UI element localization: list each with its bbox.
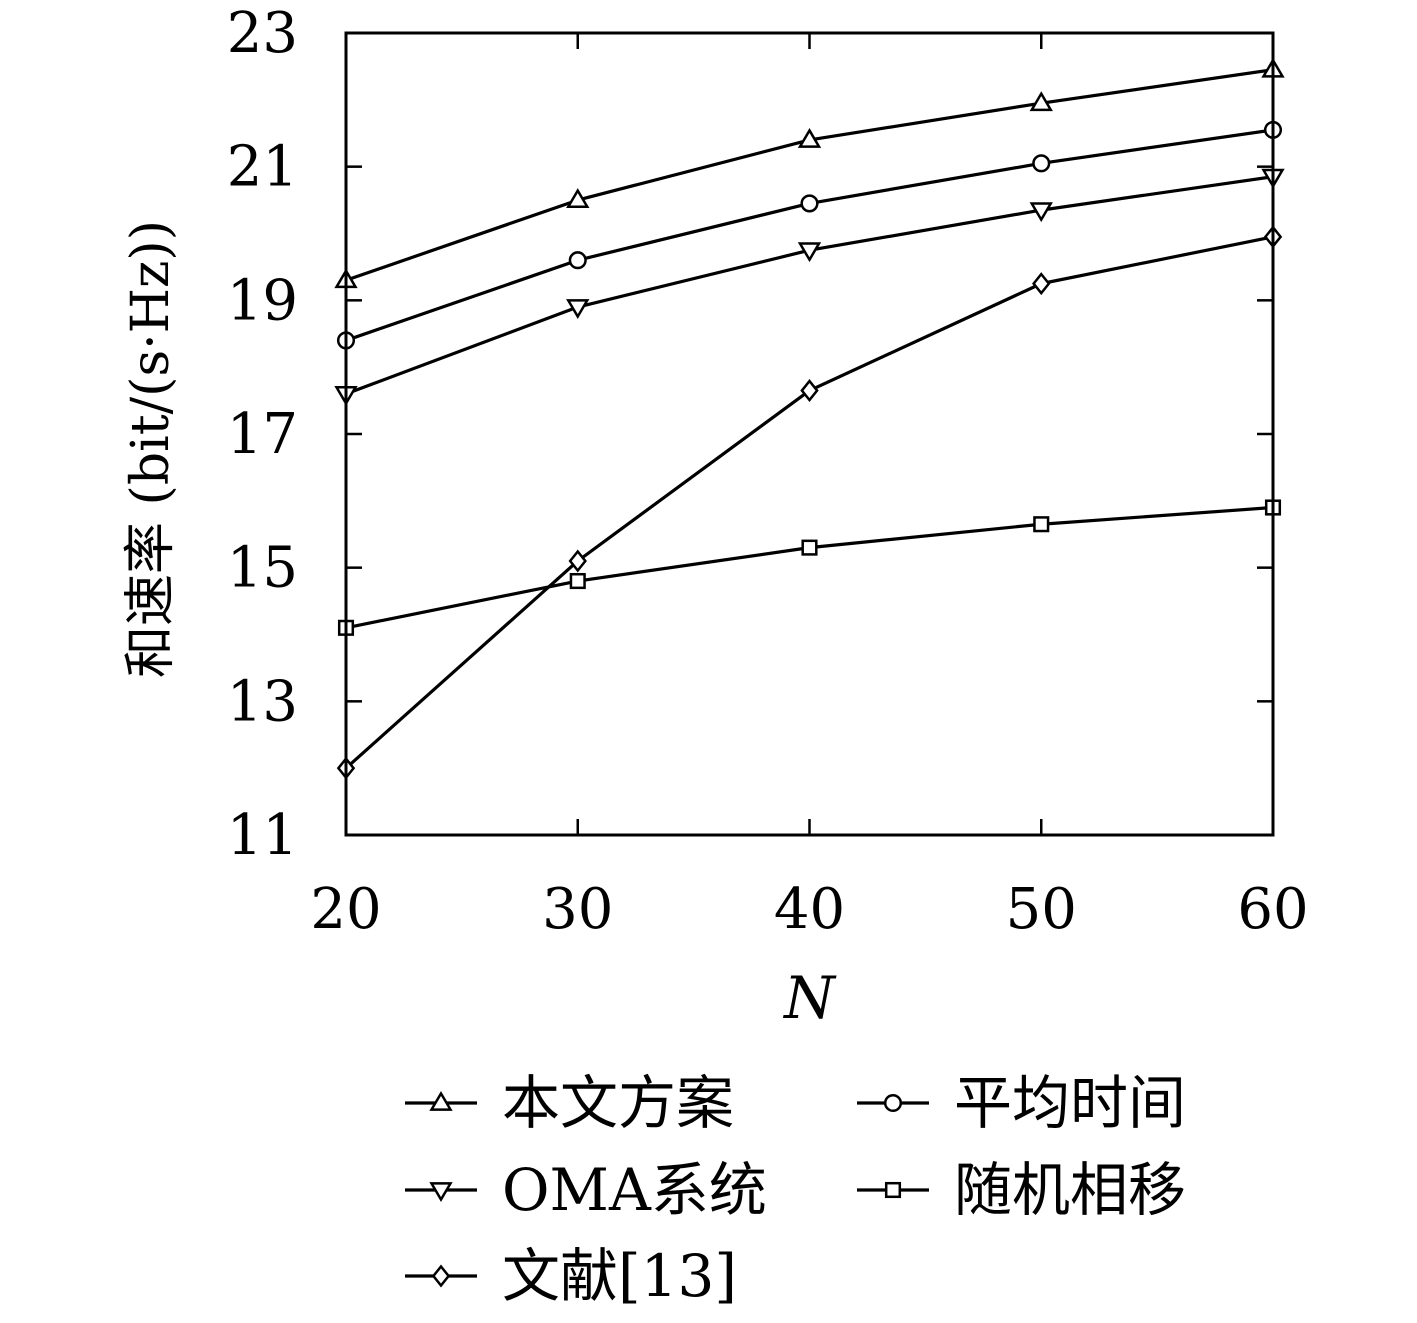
legend-item: 平均时间 (857, 1069, 1186, 1137)
y-tick-label: 23 (227, 1, 298, 66)
legend-marker (884, 1181, 902, 1199)
data-point (566, 299, 590, 319)
legend-label: 随机相移 (954, 1156, 1186, 1224)
x-tick-label: 50 (1006, 877, 1077, 942)
series-4 (336, 225, 1283, 780)
legend-label: 文献[13] (502, 1242, 737, 1310)
legend-marker (429, 1182, 453, 1202)
x-tick-label: 20 (310, 877, 381, 942)
series-3 (337, 499, 1282, 636)
data-point (1029, 202, 1053, 223)
tick-labels: 20 30 40 50 60 11 13 15 17 19 21 23 (227, 1, 1309, 942)
data-point (800, 194, 819, 213)
y-tick-label: 11 (227, 803, 298, 868)
x-tick-label: 60 (1237, 877, 1308, 942)
legend-item: 随机相移 (857, 1156, 1186, 1224)
y-tick-label: 21 (227, 135, 298, 200)
legend-label: OMA系统 (502, 1156, 767, 1224)
data-point (800, 379, 819, 403)
data-point (569, 572, 586, 590)
data-point (568, 251, 587, 270)
plot-frame (344, 31, 1275, 837)
legend-item: 文献[13] (405, 1242, 737, 1310)
data-point (797, 242, 822, 263)
y-tick-label: 15 (227, 536, 298, 601)
x-axis-label: N (782, 964, 837, 1032)
series-line (345, 505, 1274, 630)
data-point (1029, 91, 1053, 112)
data-point (801, 539, 818, 556)
data-point (568, 549, 587, 573)
legend-item: 本文方案 (405, 1069, 734, 1137)
legend-marker (431, 1264, 451, 1288)
series-0 (334, 57, 1285, 289)
legend-marker (429, 1091, 453, 1111)
tick-marks (344, 31, 1275, 837)
data-point (1032, 154, 1051, 173)
data-point (1033, 516, 1050, 533)
legend-marker (883, 1093, 903, 1113)
data-point (1032, 272, 1051, 296)
x-tick-label: 30 (542, 877, 613, 942)
series-layer (334, 57, 1285, 780)
y-tick-label: 13 (227, 669, 298, 734)
y-axis-label: 和速率 (bit/(s·Hz)) (121, 220, 181, 678)
data-point (797, 127, 822, 148)
series-line (344, 235, 1274, 770)
y-tick-label: 19 (227, 268, 298, 333)
y-tick-label: 17 (227, 402, 298, 467)
x-tick-label: 40 (774, 877, 845, 942)
data-point (566, 188, 590, 208)
legend-item: OMA系统 (405, 1156, 767, 1224)
legend-label: 本文方案 (502, 1069, 734, 1137)
series-line (345, 128, 1274, 342)
legend-label: 平均时间 (954, 1069, 1186, 1137)
